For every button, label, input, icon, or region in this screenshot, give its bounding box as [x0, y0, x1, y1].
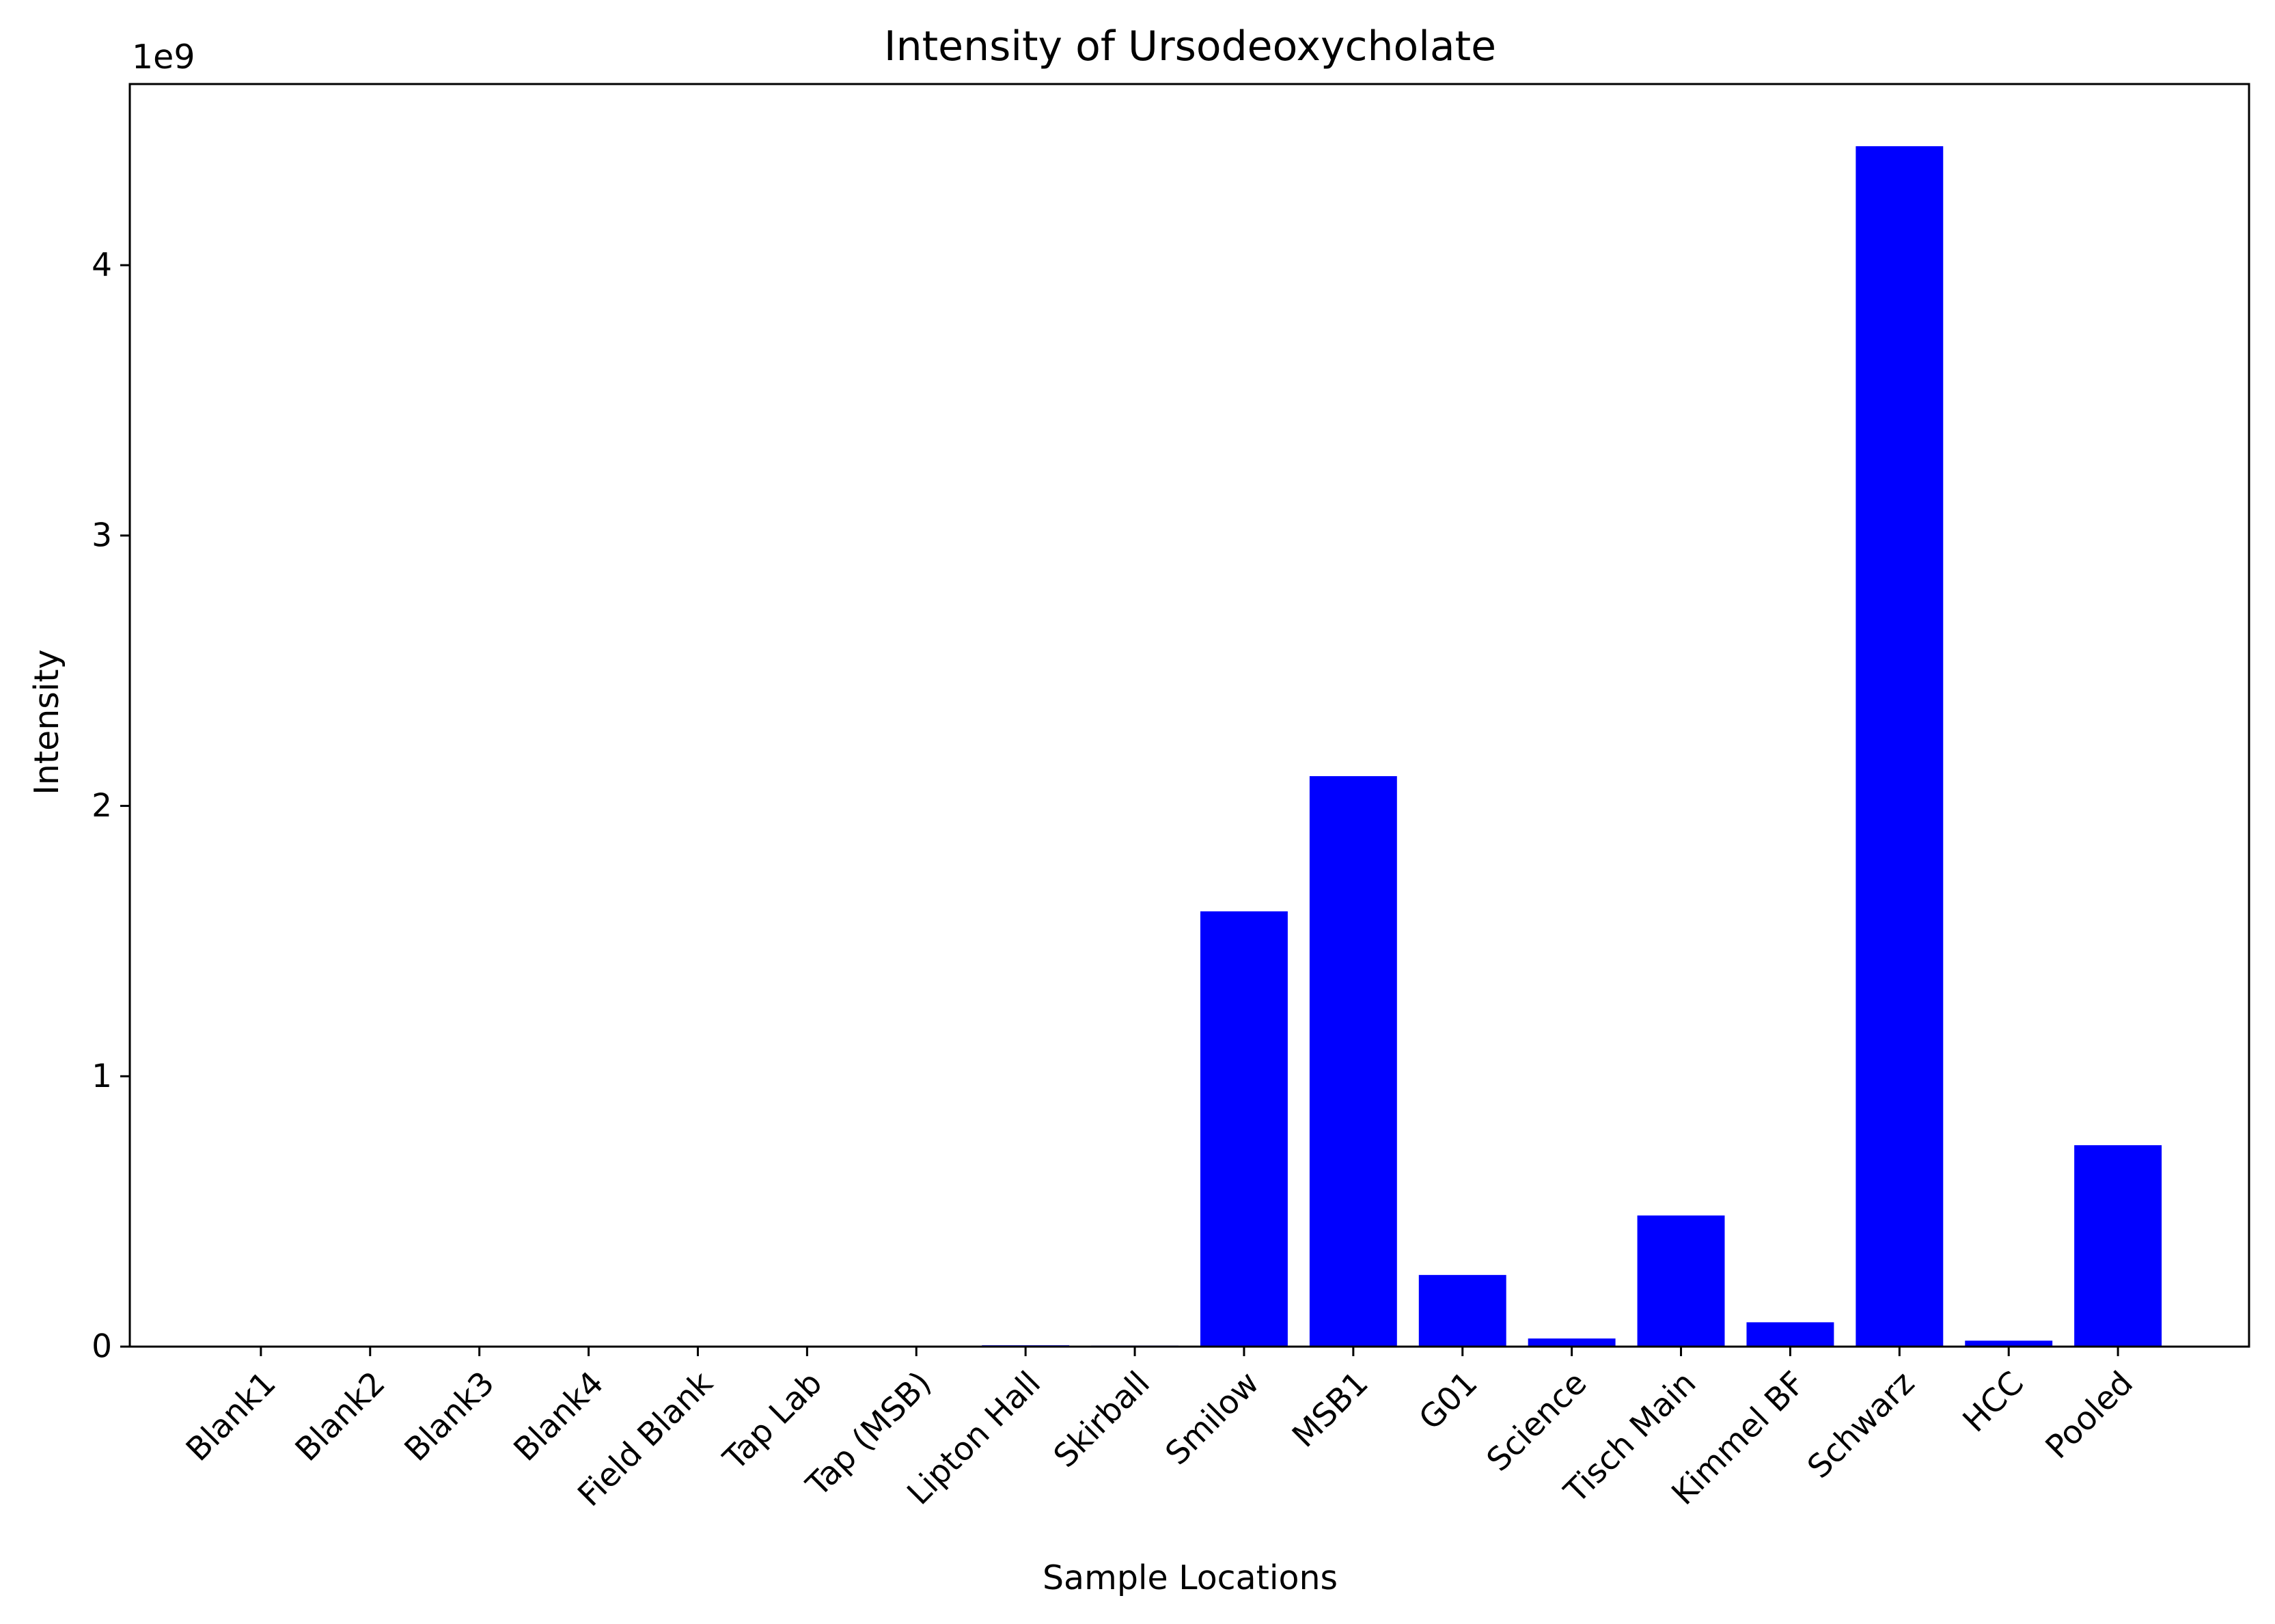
- chart-title: Intensity of Ursodeoxycholate: [884, 23, 1496, 70]
- y-axis-label: Intensity: [27, 649, 66, 795]
- bar: [1200, 911, 1288, 1347]
- bar: [1418, 1275, 1506, 1347]
- bar: [1965, 1340, 2053, 1347]
- bar: [1856, 146, 1944, 1347]
- bar: [1528, 1338, 1616, 1347]
- y-tick-label: 3: [92, 517, 112, 554]
- bar: [1746, 1322, 1834, 1347]
- axes-frame: [128, 83, 2250, 1348]
- bar: [1309, 776, 1397, 1347]
- bar: [1637, 1215, 1725, 1347]
- y-offset-label: 1e9: [132, 38, 195, 77]
- y-tick-label: 1: [92, 1058, 112, 1095]
- y-tick-label: 4: [92, 247, 112, 284]
- y-tick-label: 0: [92, 1328, 112, 1366]
- bar: [2074, 1145, 2162, 1347]
- y-tick-label: 2: [92, 787, 112, 825]
- x-axis-label: Sample Locations: [1043, 1558, 1338, 1597]
